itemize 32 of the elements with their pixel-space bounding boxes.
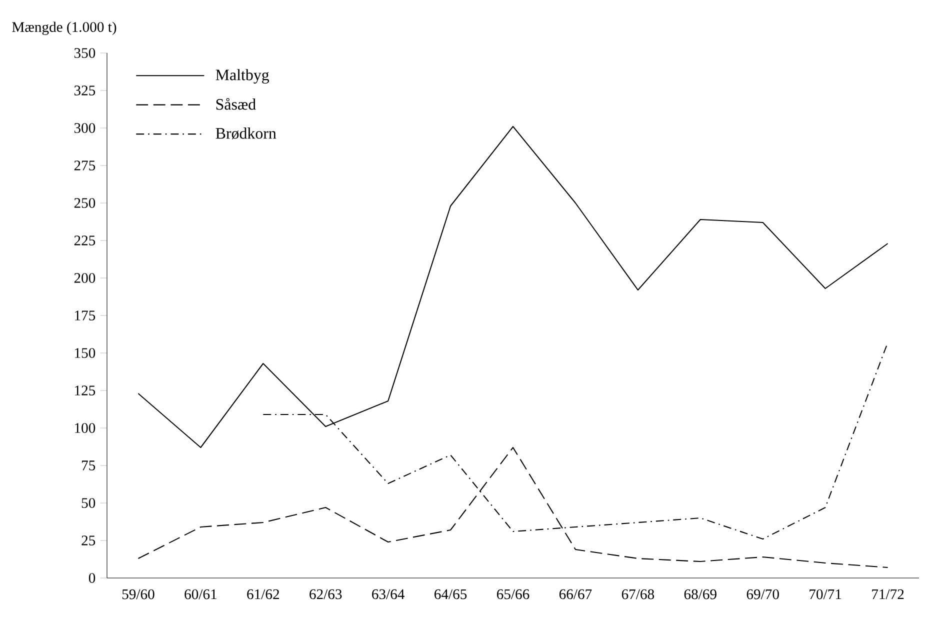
x-tick-label: 68/69 (684, 589, 716, 600)
y-axis-title: Mængde (1.000 t) (12, 22, 116, 35)
y-tick-label: 0 (88, 573, 96, 583)
y-tick-label: 325 (74, 86, 96, 96)
x-tick-label: 62/63 (310, 589, 342, 600)
y-tick-label: 175 (75, 310, 96, 320)
x-tick-label: 59/60 (122, 589, 154, 600)
x-tick-label: 63/64 (372, 589, 404, 600)
x-tick-label: 69/70 (746, 589, 779, 600)
x-tick-label: 60/61 (184, 589, 216, 600)
x-tick-label: 65/66 (496, 589, 530, 600)
y-tick-label: 150 (75, 348, 96, 358)
y-tick-label: 25 (82, 536, 96, 546)
x-tick-label: 64/65 (434, 589, 467, 600)
y-tick-label: 50 (82, 498, 96, 508)
y-tick-label: 100 (75, 423, 96, 433)
legend-label: Såsæd (216, 98, 256, 110)
y-tick-label: 75 (82, 460, 96, 470)
y-tick-label: 250 (74, 198, 96, 208)
x-tick-label: 71/72 (872, 589, 904, 600)
y-tick-label: 225 (74, 236, 96, 246)
y-tick-label: 200 (74, 273, 96, 283)
y-tick-label: 300 (74, 123, 96, 133)
y-tick-label: 125 (75, 386, 96, 396)
legend-label: Brødkorn (216, 128, 276, 140)
y-tick-label: 275 (74, 160, 96, 170)
x-tick-label: 66/67 (559, 589, 592, 600)
x-tick-label: 70/71 (810, 589, 842, 600)
y-tick-label: 350 (74, 48, 96, 58)
x-tick-label: 67/68 (622, 589, 654, 600)
legend-label: Maltbyg (216, 69, 270, 84)
x-tick-label: 61/62 (247, 589, 279, 600)
